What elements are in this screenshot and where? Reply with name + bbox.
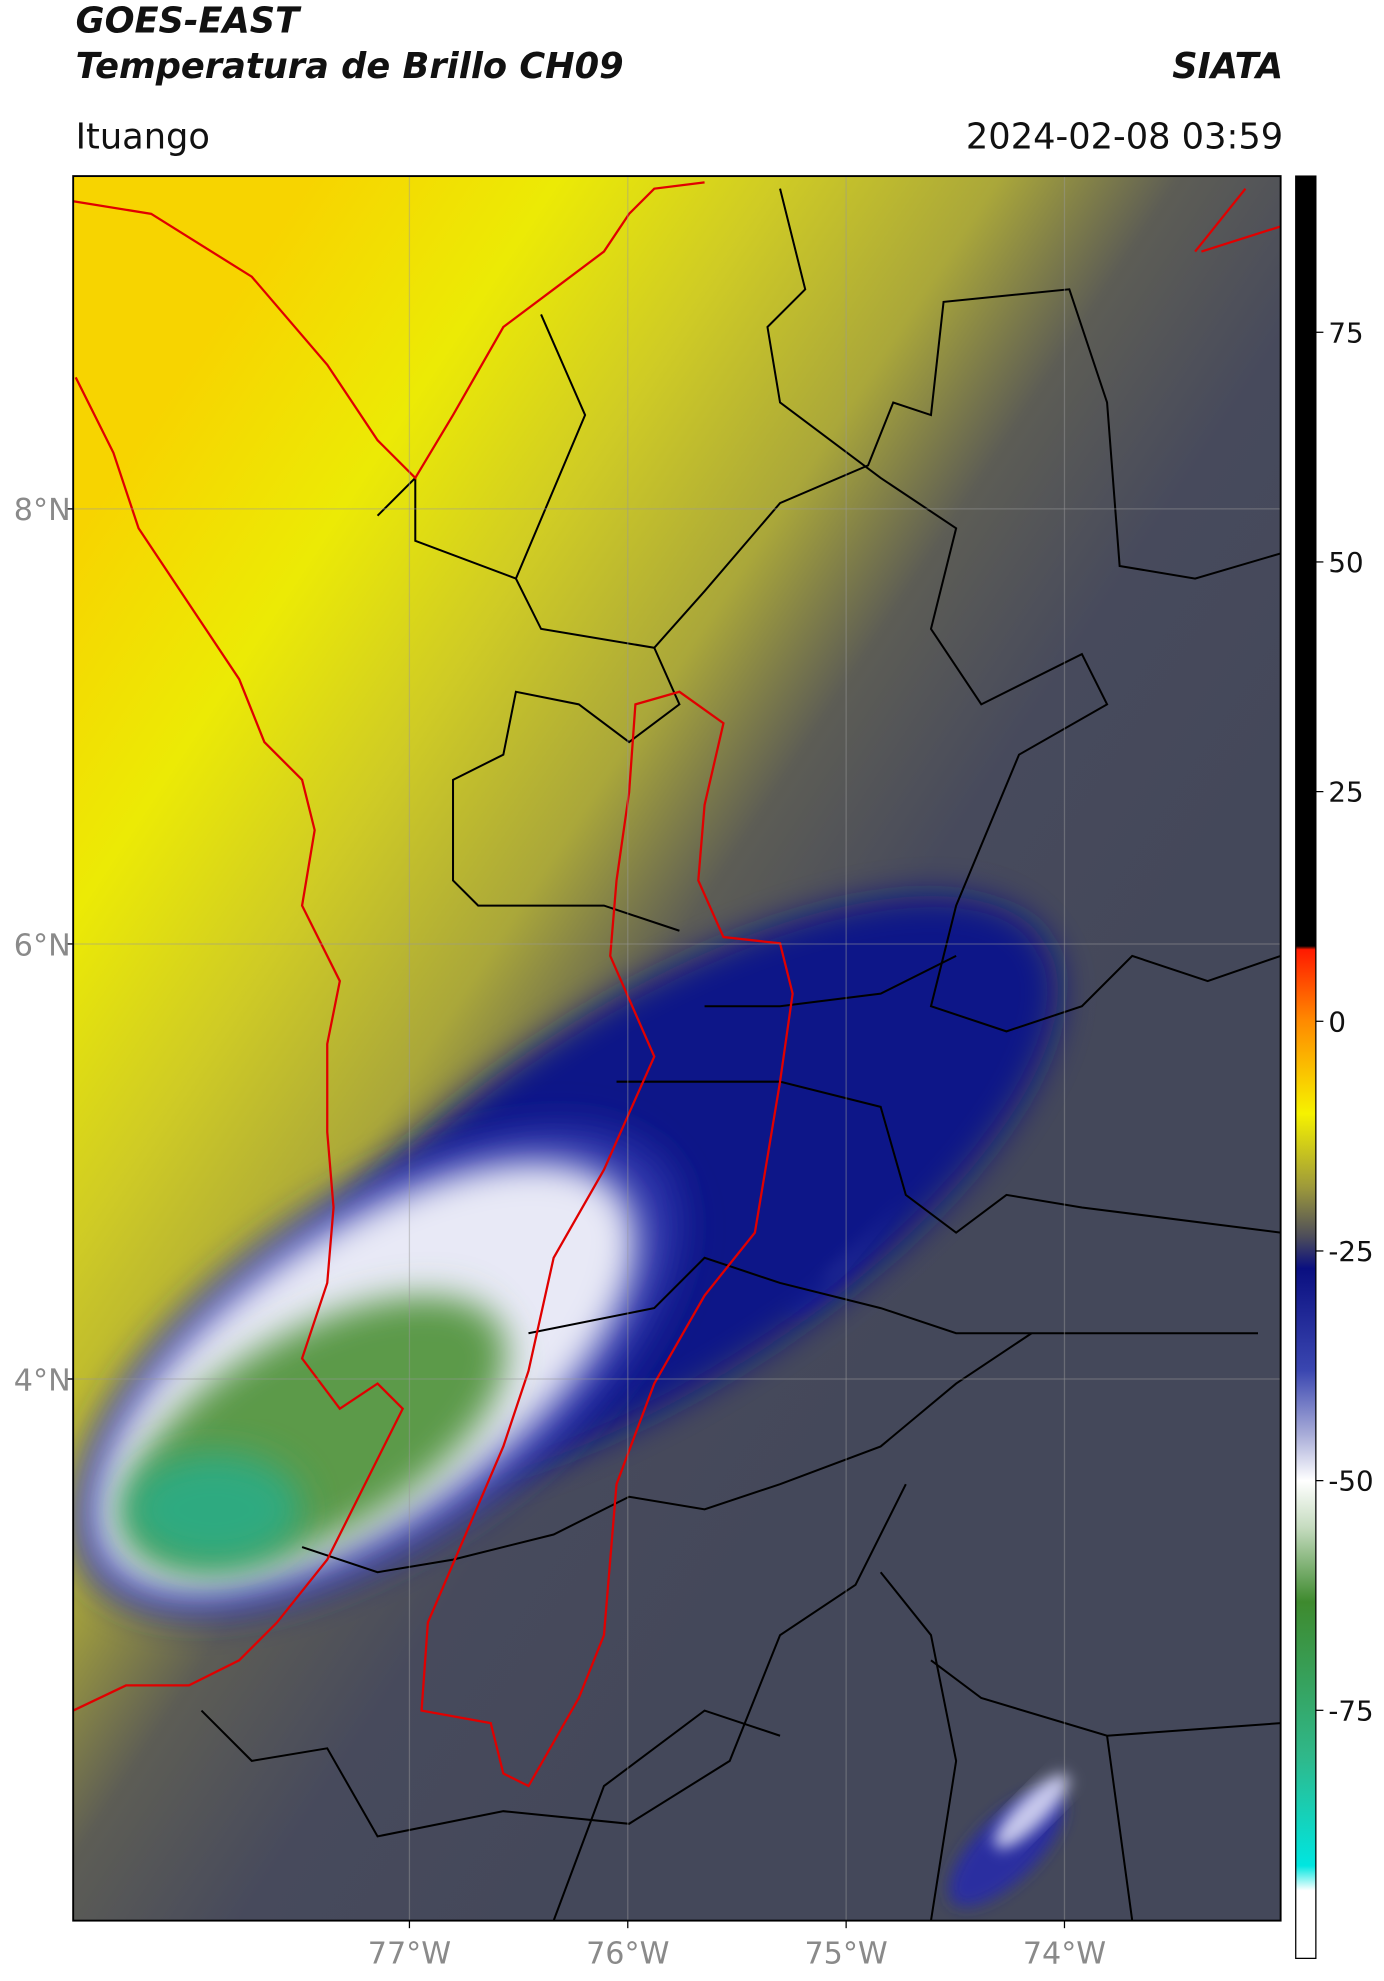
x-tick-label: 77°W xyxy=(368,1936,451,1971)
colorbar-tick-label: 25 xyxy=(1328,776,1363,809)
cloud xyxy=(126,1452,303,1566)
title: GOES-EAST xyxy=(76,1,302,42)
red-outlines xyxy=(73,181,1281,1788)
map-image xyxy=(73,176,1281,1921)
y-tick-label: 4°N xyxy=(14,1363,71,1398)
subtitle: Temperatura de Brillo CH09 xyxy=(76,46,624,87)
boundaries xyxy=(200,188,1281,1921)
y-tick-label: 6°N xyxy=(14,928,71,963)
colorbar-tick-label: 75 xyxy=(1328,316,1363,349)
colorbar-tick-label: -25 xyxy=(1328,1235,1373,1268)
colorbar-tick-label: -75 xyxy=(1328,1694,1373,1727)
cloud xyxy=(994,1774,1069,1849)
x-tick-label: 76°W xyxy=(586,1936,669,1971)
colorbar-tick-label: 50 xyxy=(1328,546,1363,579)
colorbar-tick-label: -50 xyxy=(1328,1465,1373,1498)
agency: SIATA xyxy=(1172,46,1283,87)
x-tick-label: 74°W xyxy=(1023,1936,1106,1971)
x-tick-label: 75°W xyxy=(804,1936,887,1971)
location: Ituango xyxy=(76,116,210,157)
y-tick-label: 8°N xyxy=(14,493,71,528)
colorbar-tick-label: 0 xyxy=(1328,1005,1346,1038)
colorbar xyxy=(1295,175,1317,1959)
grid xyxy=(73,176,1281,1921)
timestamp: 2024-02-08 03:59 xyxy=(966,116,1283,157)
map-frame xyxy=(72,175,1282,1922)
